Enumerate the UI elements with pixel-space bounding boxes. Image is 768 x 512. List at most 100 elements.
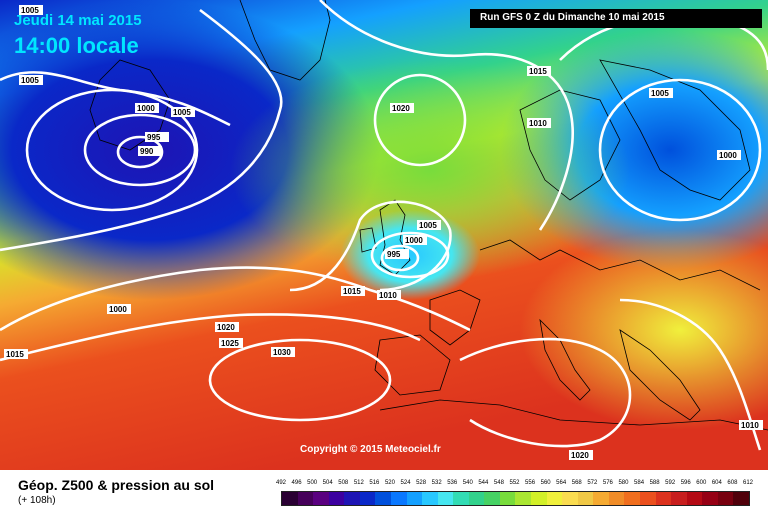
isobar-label-background — [4, 349, 28, 359]
legend-swatch — [499, 492, 516, 505]
coastlines — [89, 0, 768, 431]
legend-swatch — [313, 492, 329, 505]
legend-swatch — [437, 492, 454, 505]
legend-tick: 596 — [680, 480, 691, 486]
isobar-label: 995 — [387, 250, 401, 259]
legend-tick: 492 — [275, 480, 286, 486]
z500-map: 1005 1000 1005 995 990 1005 1020 1015 1010 1005 10… — [0, 0, 768, 470]
legend-tick: 520 — [384, 480, 395, 486]
legend-tick: 568 — [571, 480, 582, 486]
legend-swatch — [686, 492, 703, 505]
isobar-label-background — [527, 66, 551, 76]
isobar-label-background — [717, 150, 741, 160]
legend-swatch — [328, 492, 345, 505]
legend-swatch — [484, 492, 500, 505]
legend-swatch — [639, 492, 656, 505]
isobar-label: 1000 — [137, 104, 155, 113]
legend-swatch — [390, 492, 407, 505]
legend-swatch — [733, 492, 749, 505]
cutoff-low-uk — [340, 210, 480, 300]
isobar-label-background — [341, 286, 365, 296]
product-title: Géop. Z500 & pression au sol — [18, 477, 215, 493]
isobar-label-background — [215, 322, 239, 332]
legend-tick: 604 — [711, 480, 722, 486]
isobar-label: 1015 — [6, 350, 24, 359]
legend-tick: 600 — [696, 480, 707, 486]
isobar-label-background — [107, 304, 131, 314]
isobar-label: 1015 — [343, 287, 361, 296]
isobar-label: 1005 — [651, 89, 669, 98]
legend-swatch — [282, 492, 298, 505]
isobar-lines — [0, 0, 768, 450]
legend-tick: 532 — [431, 480, 442, 486]
isobar-label: 1025 — [221, 339, 239, 348]
isobar-label-background — [385, 249, 409, 259]
isobar-label: 1000 — [719, 151, 737, 160]
run-banner — [470, 9, 762, 28]
forecast-local-time: 14:00 locale — [14, 33, 139, 58]
isobar-label: 1020 — [392, 104, 410, 113]
legend-swatch — [608, 492, 625, 505]
isobar-label: 1015 — [529, 67, 547, 76]
legend-tick: 540 — [462, 480, 473, 486]
legend-tick: 508 — [338, 480, 349, 486]
forecast-date: Jeudi 14 mai 2015 — [14, 12, 142, 29]
isobar-label: 1005 — [21, 76, 39, 85]
legend-swatch — [453, 492, 469, 505]
isobar-label: 1020 — [217, 323, 235, 332]
legend-swatch — [344, 492, 360, 505]
legend-swatch — [671, 492, 687, 505]
isobar-label-background — [649, 88, 673, 98]
isobar-label: 1030 — [273, 348, 291, 357]
legend-tick: 608 — [727, 480, 738, 486]
legend-swatch — [593, 492, 609, 505]
isobar-label-background — [390, 103, 414, 113]
isobar-label-background — [171, 107, 195, 117]
isobar-label: 1005 — [173, 108, 191, 117]
legend-swatch — [406, 492, 423, 505]
isobar-label: 1005 — [21, 6, 39, 15]
legend-tick: 572 — [587, 480, 598, 486]
isobar-label-background — [417, 220, 441, 230]
legend-tick: 564 — [556, 480, 567, 486]
legend-tick: 500 — [307, 480, 318, 486]
isobar-labels: 1005 1000 1005 995 990 1005 1020 1015 1010 1005 10… — [4, 5, 763, 460]
ridge-north-sea — [230, 60, 630, 280]
legend-tick: 524 — [400, 480, 411, 486]
legend-swatch — [375, 492, 391, 505]
legend-swatch — [468, 492, 485, 505]
legend-swatch — [655, 492, 672, 505]
isobar-label: 1010 — [529, 119, 547, 128]
legend-swatch — [702, 492, 718, 505]
isobar-label: 990 — [140, 147, 154, 156]
legend-tick: 552 — [509, 480, 520, 486]
legend-tick: 512 — [353, 480, 364, 486]
isobar-label-background — [138, 146, 162, 156]
isobar-label-background — [145, 132, 169, 142]
isobar-label: 1005 — [419, 221, 437, 230]
isobar-label: 1000 — [109, 305, 127, 314]
legend-tick: 560 — [540, 480, 551, 486]
isobar-label: 1000 — [405, 236, 423, 245]
legend-tick: 536 — [447, 480, 458, 486]
legend-swatch — [562, 492, 578, 505]
legend-tick: 576 — [602, 480, 613, 486]
legend-swatch — [515, 492, 531, 505]
legend-tick: 504 — [322, 480, 333, 486]
isobar-label-background — [403, 235, 427, 245]
legend-tick: 528 — [416, 480, 427, 486]
legend-tick: 588 — [649, 480, 660, 486]
isobar-label-background — [271, 347, 295, 357]
isobar-label-background — [377, 290, 401, 300]
isobar-label: 995 — [147, 133, 161, 142]
legend-swatch — [422, 492, 438, 505]
isobar-label-background — [527, 118, 551, 128]
legend-swatch — [359, 492, 376, 505]
isobar-label-background — [569, 450, 593, 460]
legend-swatch — [546, 492, 563, 505]
legend-tick: 516 — [369, 480, 380, 486]
isobar-label-background — [19, 5, 43, 15]
isobar-label-background — [219, 338, 243, 348]
isobar-label: 1010 — [741, 421, 759, 430]
